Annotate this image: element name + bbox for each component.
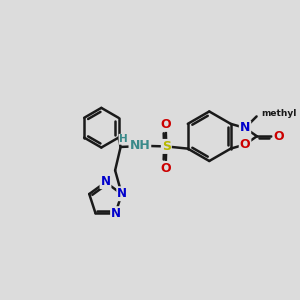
Text: N: N [117,187,127,200]
Text: O: O [274,130,284,143]
Text: H: H [119,134,128,144]
Text: NH: NH [130,139,150,152]
Text: O: O [240,138,250,151]
Text: N: N [240,122,250,134]
Text: O: O [160,162,170,175]
Text: O: O [160,118,170,131]
Text: N: N [100,175,110,188]
Text: S: S [162,140,171,153]
Text: N: N [111,207,121,220]
Text: methyl: methyl [262,109,297,118]
